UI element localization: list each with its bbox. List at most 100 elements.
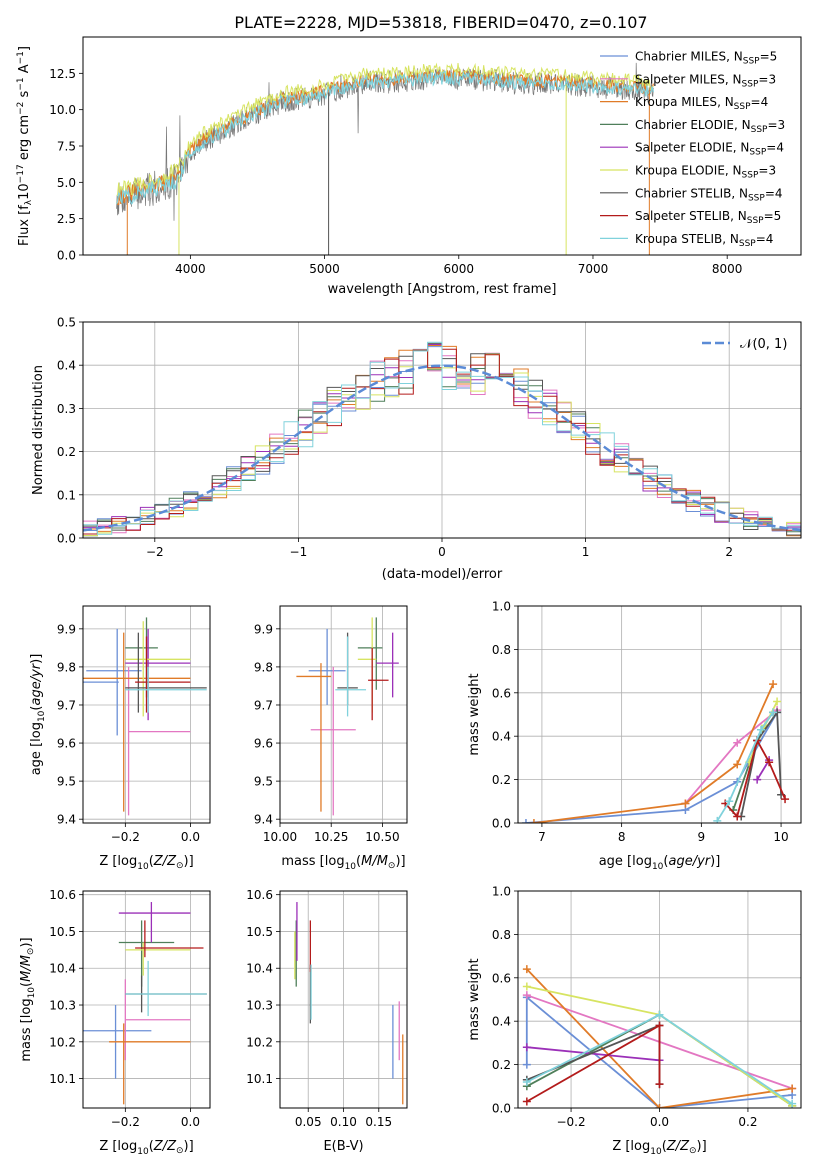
label-part: 5 [770,50,778,64]
plot-area [521,680,790,823]
label-part: = [760,50,770,64]
label-part: , N [725,72,742,86]
marker-chabrier-miles [521,819,530,823]
label-part: = [764,209,774,223]
label-part: erg cm [17,115,32,164]
label-part: Chabrier ELODIE [635,118,734,132]
label-part: ⊙ [388,861,396,871]
label-part: 3 [768,164,776,178]
label-part: wavelength [Angstrom, rest frame] [328,282,557,297]
figure-title: PLATE=2228, MJD=53818, FIBERID=0470, z=0… [234,13,647,32]
y-tick-label: 0.8 [492,643,511,657]
x-tick-label: 0.15 [365,1115,392,1129]
label-part: = [766,141,776,155]
y-tick-label: 0.6 [492,686,511,700]
y-tick-label: 9.9 [57,622,76,636]
y-tick-label: 10.3 [246,999,273,1013]
y-tick-label: 10.2 [246,1035,273,1049]
axes-frame [279,605,408,824]
label-part: SSP [747,216,764,226]
x-tick-label: 10.50 [365,830,399,844]
legend-item-salpeter-elodie: Salpeter ELODIE, NSSP=4 [635,141,784,158]
y-tick-label: 9.5 [254,775,273,789]
legend-item-normal: 𝒩(0, 1) [740,337,787,352]
marker-salpeter-elodie [522,1043,531,1052]
panel-mass-weight-z: −0.2 0.0 0.2 0.0 0.2 0.4 0.6 0.8 1.0 Z [log10(Z/Z… [467,885,802,1157]
y-tick-label: 1.0 [492,885,511,899]
label-part: M/M [361,854,388,869]
x-tick-label: 0.2 [738,1115,757,1129]
marker-salpeter-stelib [655,1080,664,1089]
panel-z-mass: −0.2 0.010.110.210.310.410.510.6Z [log10(… [19,888,211,1157]
label-part: 4 [761,95,769,109]
x-tick-label: 7 [538,830,546,844]
label-part: SSP [742,79,759,89]
panel-spectrum: 4000 5000 6000 7000 8000 0.0 2.5 5.0 7.5 10.0 12.5… [16,36,802,297]
series-line-salpeter-elodie [756,759,770,781]
label-part: , N [722,232,739,246]
label-part: )] [697,1139,707,1154]
label-part: , N [734,118,751,132]
y-tick-label: 5.0 [57,176,76,190]
y-tick-label: 0.4 [57,359,76,373]
y-tick-label: 9.8 [57,660,76,674]
y-tick-label: 7.5 [57,140,76,154]
label-part: )] [184,854,194,869]
series-line-kroupa-stelib [716,711,774,822]
marker-salpeter-miles [522,991,531,1000]
axes-frame [82,890,211,1109]
y-tick-label: 9.5 [57,775,76,789]
label-part: )] [710,854,720,869]
x-axis-label: age [log10(age/yr)] [599,854,721,872]
x-tick-label: −0.2 [111,830,140,844]
axes-frame [517,605,802,824]
label-part: = [765,186,775,200]
marker-kroupa-miles [522,965,531,974]
label-part: −1 [16,77,26,90]
x-tick-label: 8 [618,830,626,844]
y-tick-label: 2.5 [57,212,76,226]
y-tick-label: 0.0 [57,249,76,263]
y-tick-label: 9.8 [254,660,273,674]
label-part: )] [395,854,405,869]
y-tick-label: 0.0 [57,532,76,546]
label-part: −17 [16,164,26,183]
legend-item-salpeter-stelib: Salpeter STELIB, NSSP=5 [635,209,781,226]
label-part: , N [733,141,750,155]
x-tick-label: −0.2 [111,1115,140,1129]
label-part: E(B-V) [323,1139,363,1154]
label-part: = [756,232,766,246]
axes-frame [82,321,802,539]
label-part: 10 [137,1147,149,1157]
label-part: ( [663,854,668,869]
label-part: Z [log [99,854,137,869]
marker-kroupa-stelib [725,797,734,806]
y-tick-label: 10.1 [246,1072,273,1086]
axes-frame [82,36,802,256]
y-tick-label: 0.6 [492,971,511,985]
legend-item-kroupa-miles: Kroupa MILES, NSSP=4 [635,95,768,112]
marker-kroupa-stelib [788,1099,797,1108]
x-tick-label: 10.25 [314,830,348,844]
x-axis-label: Z [log10(Z/Z⊙)] [99,854,193,872]
plot-area [83,341,801,537]
y-tick-label: 10.6 [246,888,273,902]
label-part: , N [726,50,743,64]
x-tick-label: 0.0 [181,830,200,844]
y-axis-label: mass [log10(M/M⊙)] [19,937,37,1061]
label-part: Salpeter MILES [635,72,725,86]
label-part: ⊙ [176,861,184,871]
y-tick-label: 10.3 [49,999,76,1013]
plot-area [294,902,404,1105]
x-tick-label: 7000 [578,262,609,276]
label-part: 4 [766,232,774,246]
x-tick-label: 1 [582,545,590,559]
y-tick-label: 0.2 [492,773,511,787]
label-part: SSP [748,193,765,203]
label-part: (data-model)/error [382,567,503,582]
series-model-kroupa-elodie [116,62,654,196]
label-part: 10 [345,862,357,872]
series-line-salpeter-stelib [526,1023,661,1103]
label-part: 3 [768,72,776,86]
